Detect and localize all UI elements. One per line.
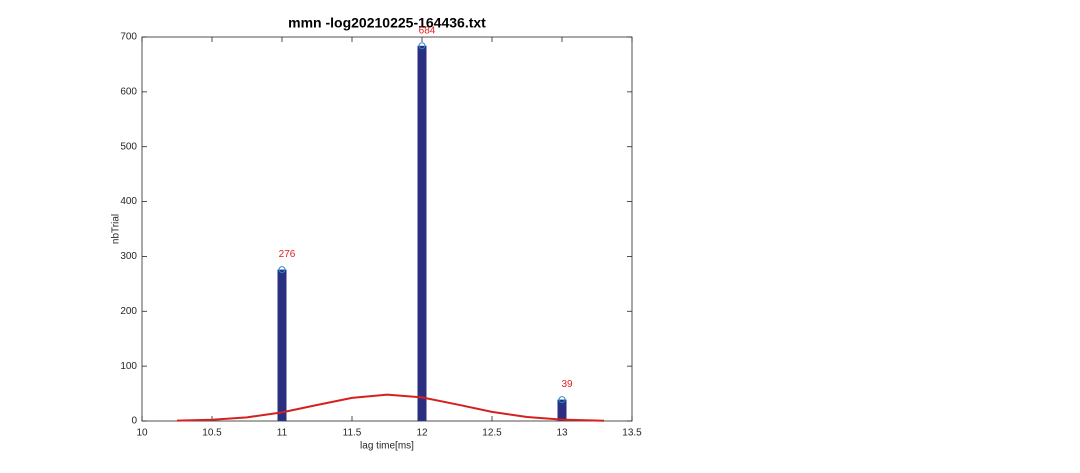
x-tick-label: 11 [277, 428, 288, 439]
y-tick-label: 600 [120, 86, 137, 97]
x-tick-label: 13 [556, 428, 568, 439]
peak-marker [278, 266, 286, 274]
value-label: 276 [279, 249, 296, 260]
x-tick-label: 11.5 [343, 428, 362, 439]
x-tick-label: 10 [136, 428, 148, 439]
peak-marker [558, 396, 566, 404]
peak-marker [418, 42, 426, 50]
bar [557, 399, 567, 421]
y-tick-label: 0 [131, 416, 137, 427]
y-tick-label: 400 [120, 196, 137, 207]
value-label: 39 [561, 379, 573, 390]
y-tick-label: 200 [120, 306, 137, 317]
axes-box [141, 36, 633, 422]
y-tick-label: 700 [120, 32, 137, 43]
x-tick-label: 12.5 [482, 428, 502, 439]
fit-curve [176, 393, 605, 422]
y-axis-label: nbTrial [111, 214, 122, 244]
chart-title: mmn -log20210225-164436.txt [288, 15, 486, 31]
x-tick-label: 13.5 [622, 428, 642, 439]
y-tick-label: 500 [120, 141, 137, 152]
x-axis-label: lag time[ms] [360, 441, 414, 452]
y-tick-label: 100 [120, 361, 137, 372]
x-tick-label: 10.5 [202, 428, 222, 439]
value-label: 684 [419, 25, 436, 36]
bar [417, 45, 427, 422]
y-tick-label: 300 [120, 251, 137, 262]
bar [277, 269, 287, 421]
x-tick-label: 12 [416, 428, 428, 439]
